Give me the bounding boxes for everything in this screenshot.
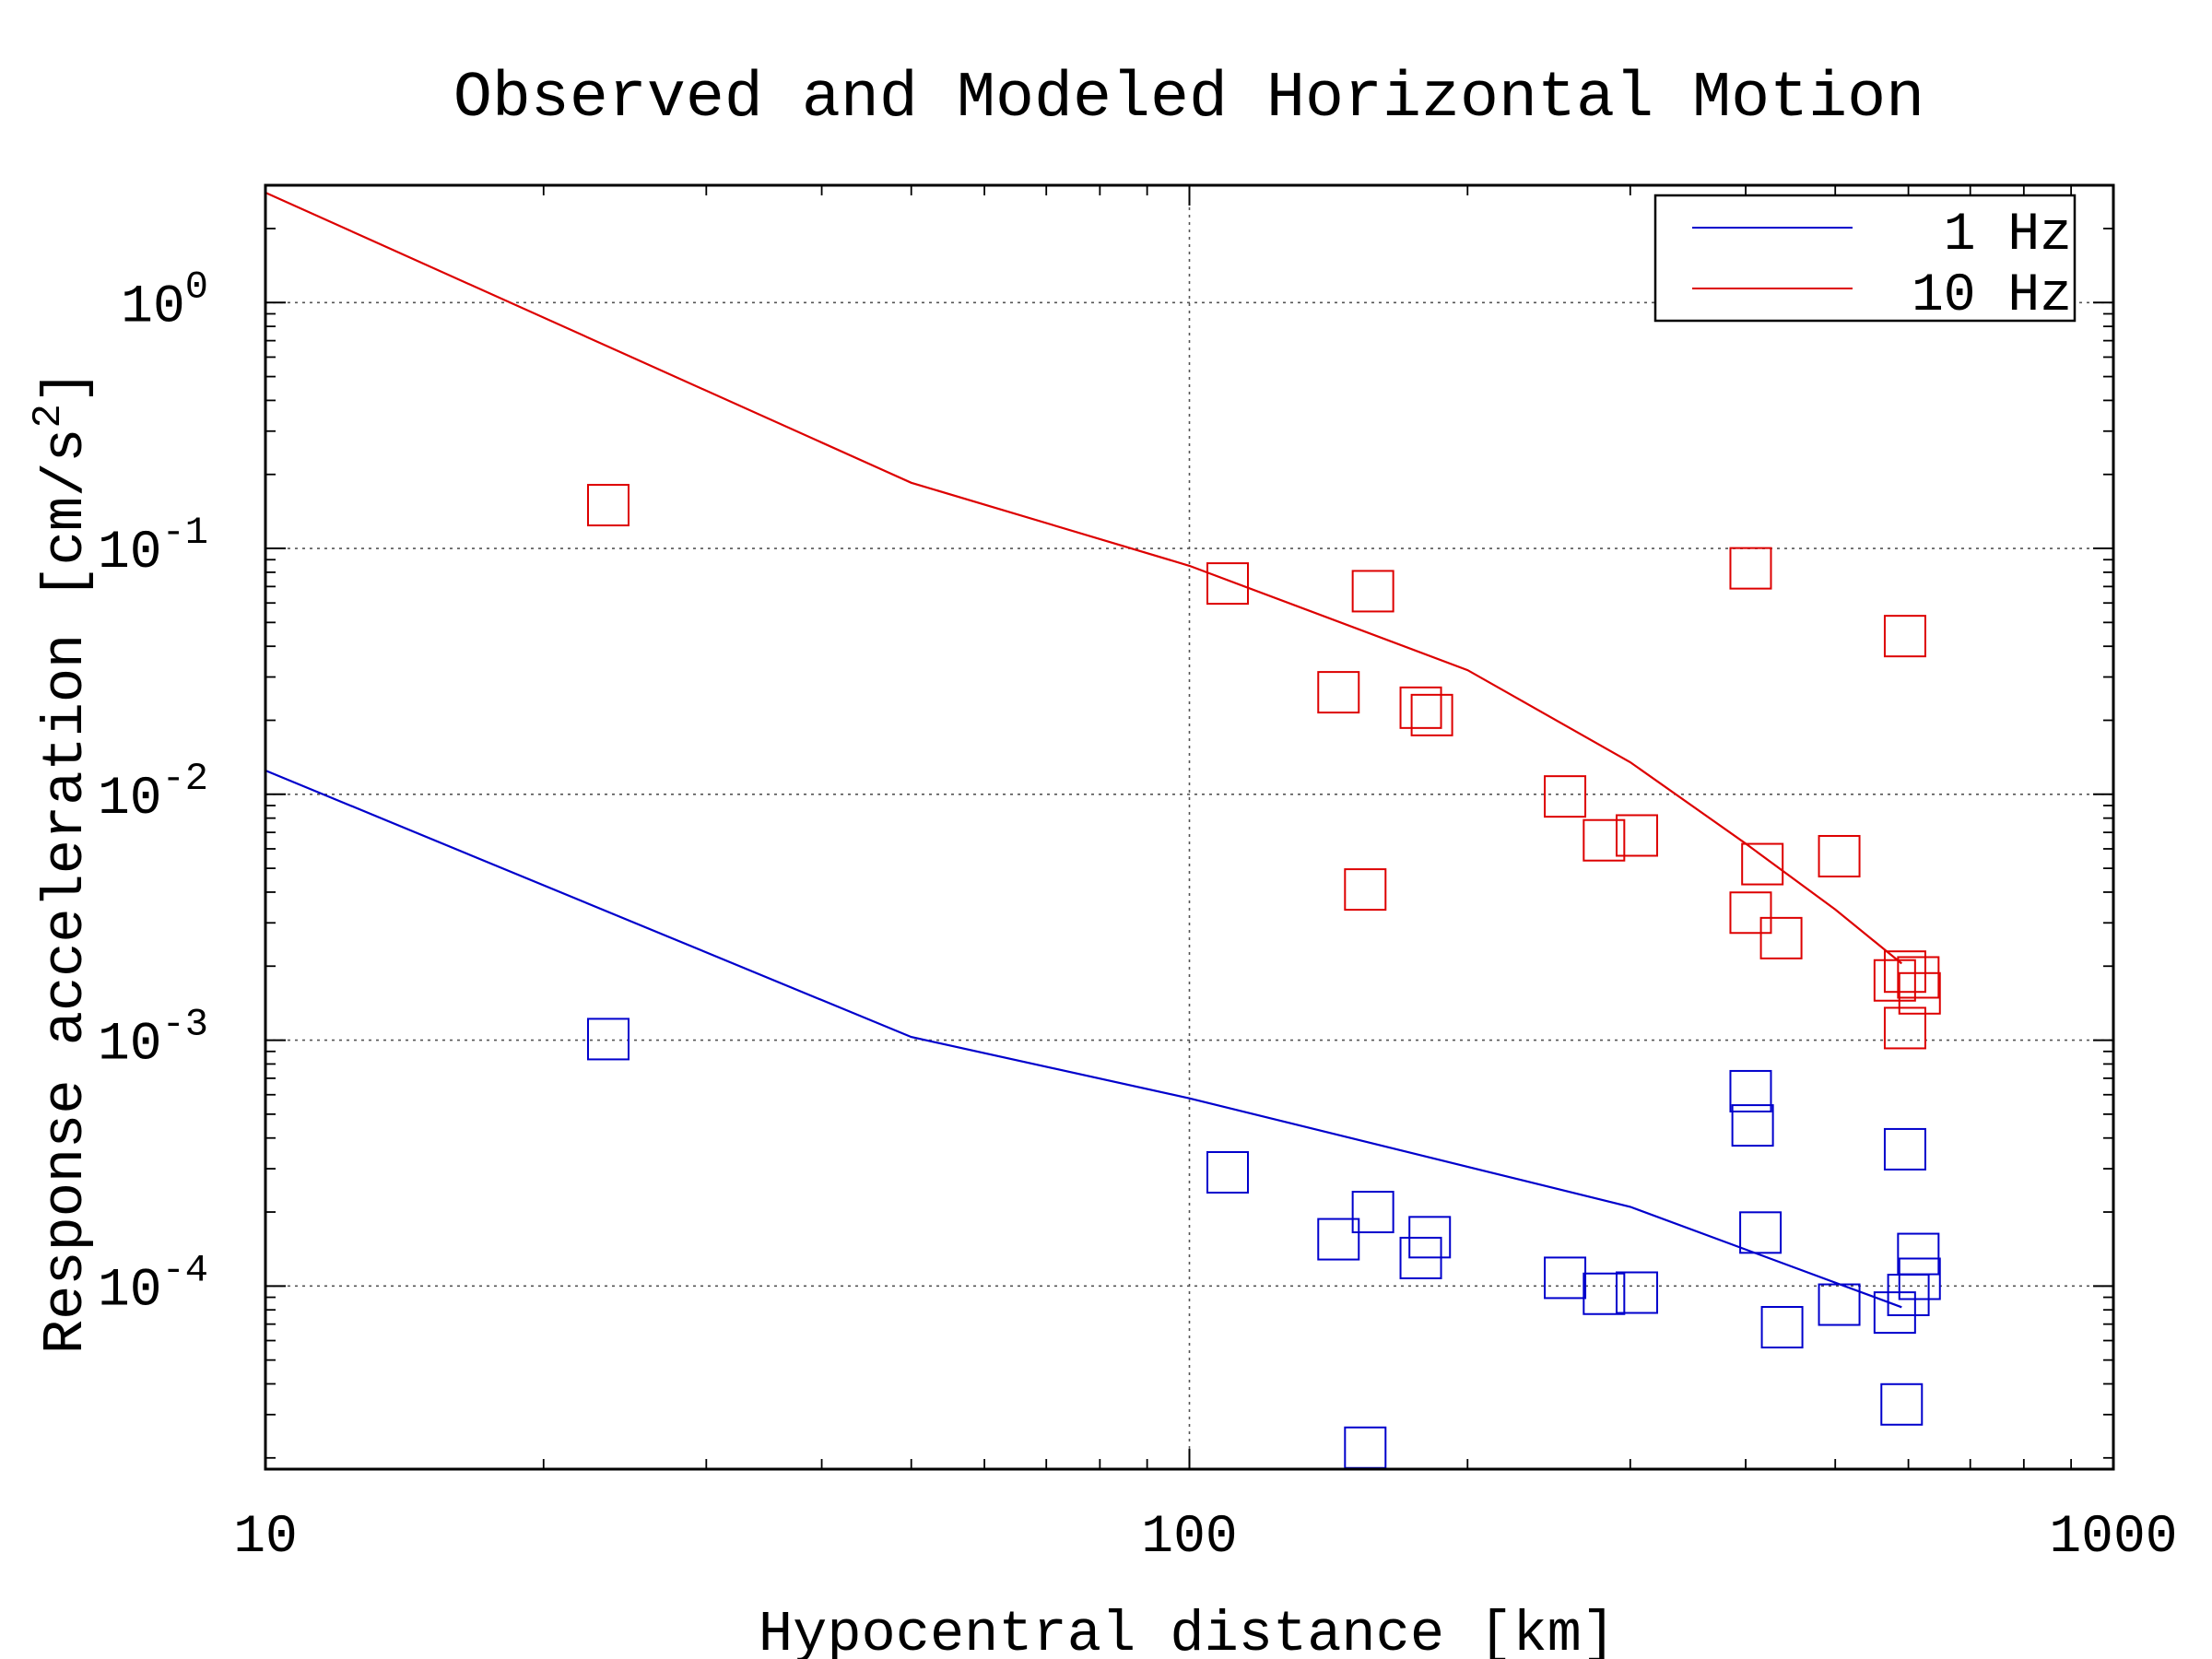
legend-label-1hz: 1 Hz <box>1944 206 2072 265</box>
x-tick-label: 1000 <box>2049 1508 2177 1568</box>
series-1hz-observed-point <box>1818 1283 1861 1326</box>
y-axis-label-main: Response acceleration [cm/s <box>33 429 99 1355</box>
y-tick-label: 10-4 <box>98 1248 208 1321</box>
tick-labels: 10 100 1000 100 10-1 10-2 10-3 10-4 <box>98 265 2178 1568</box>
series-10hz-observed-point <box>586 484 629 527</box>
y-axis-label-superscript: 2 <box>26 404 72 428</box>
series-1hz-observed-point <box>1616 1271 1659 1314</box>
series-10hz-observed-point <box>1873 959 1916 1002</box>
series-1hz-observed-point <box>1317 1218 1360 1261</box>
series-1hz-observed-point <box>1583 1272 1626 1315</box>
series-1hz-observed-point <box>1206 1150 1249 1194</box>
series-10hz-observed-point <box>1410 693 1453 736</box>
series-10hz-observed-point <box>1759 916 1803 959</box>
series-10hz-observed-point <box>1883 1006 1926 1050</box>
series-10hz-observed-point <box>1729 891 1772 935</box>
x-axis-label: Hypocentral distance [km] <box>759 1602 1616 1659</box>
series-10hz-observed-point <box>1883 950 1926 994</box>
series-1hz-observed-point <box>1408 1216 1452 1259</box>
series-10hz-observed-point <box>1616 814 1659 857</box>
series-10hz-observed-point <box>1818 834 1861 877</box>
x-tick-label: 100 <box>1141 1508 1237 1568</box>
plot-frame <box>264 183 2115 1471</box>
series-10hz-observed-point <box>1729 547 1772 590</box>
y-tick-label: 100 <box>121 265 208 337</box>
series-1hz-observed-point <box>1898 1257 1941 1300</box>
series-1hz-observed-point <box>1887 1273 1930 1316</box>
series-layer <box>265 191 1941 1469</box>
series-10hz-observed-point <box>1544 775 1587 818</box>
series-10hz-observed-point <box>1897 956 1940 999</box>
series-10hz-observed-point <box>1344 868 1387 912</box>
series-10hz-observed-point <box>1898 971 1941 1015</box>
series-10hz-observed-point <box>1351 570 1394 613</box>
legend-box <box>1653 194 2077 323</box>
series-1hz-observed-point <box>1760 1306 1804 1349</box>
y-tick-label: 10-3 <box>98 1003 208 1076</box>
grid-lines <box>265 185 2113 1469</box>
x-tick-label: 10 <box>233 1508 298 1568</box>
series-1hz-observed-point <box>1729 1069 1772 1112</box>
series-1hz-observed-point <box>1351 1191 1394 1234</box>
y-axis-label: Response acceleration [cm/s2] <box>26 370 99 1354</box>
series-10hz-observed-point <box>1206 562 1249 606</box>
y-tick-label: 10-2 <box>98 757 208 830</box>
series-1hz-observed-point <box>586 1018 629 1061</box>
series-1hz-model-line <box>265 769 1902 1309</box>
series-10hz-observed-point <box>1317 671 1360 714</box>
minor-ticks <box>265 184 2114 1469</box>
series-10hz-model-line <box>265 191 1902 965</box>
legend-label-10hz: 10 Hz <box>1912 266 2072 326</box>
legend: 1 Hz 10 Hz <box>1653 194 2077 326</box>
chart-title: Observed and Modeled Horizontal Motion <box>453 63 1924 135</box>
series-1hz-observed-point <box>1544 1256 1587 1300</box>
series-10hz-observed-point <box>1399 686 1442 729</box>
y-tick-label: 10-1 <box>98 511 208 583</box>
series-10hz-observed-point <box>1883 615 1926 658</box>
series-1hz-observed-point <box>1873 1291 1916 1335</box>
y-axis-label-close: ] <box>33 370 99 404</box>
series-1hz-observed-point <box>1897 1232 1940 1276</box>
series-1hz-observed-point <box>1344 1426 1387 1469</box>
series-1hz-observed-point <box>1883 1127 1926 1171</box>
series-1hz-observed-point <box>1880 1382 1924 1426</box>
series-10hz-observed-point <box>1583 818 1626 862</box>
series-10hz-observed-point <box>1741 842 1784 886</box>
series-1hz-observed-point <box>1731 1104 1774 1147</box>
series-1hz-observed-point <box>1739 1211 1783 1254</box>
